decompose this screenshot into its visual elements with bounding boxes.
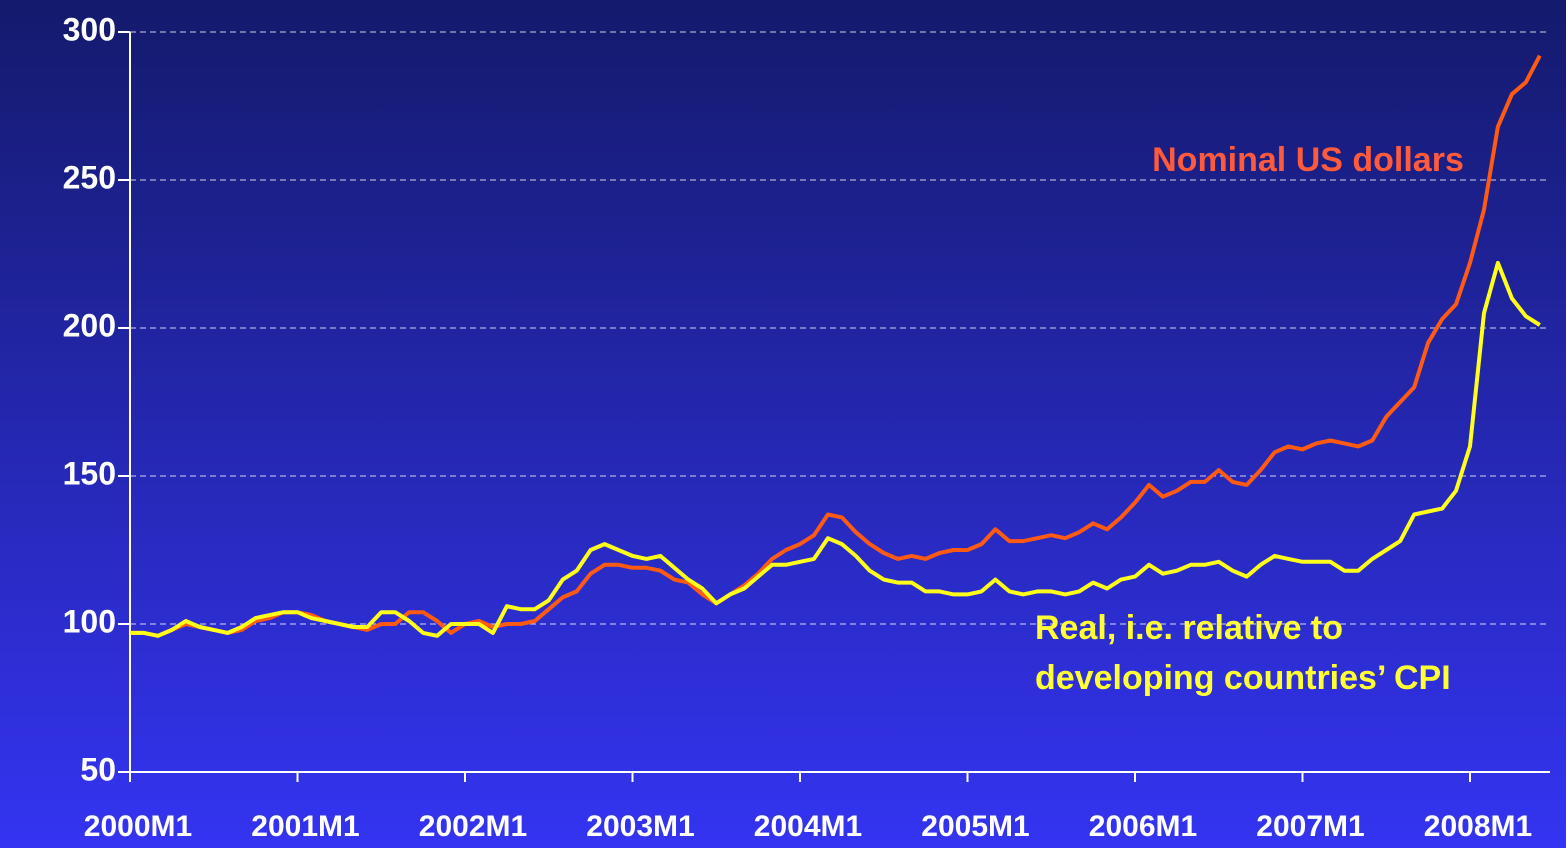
- x-tick-label: 2008M1: [1424, 810, 1532, 843]
- x-tick-label: 2002M1: [419, 810, 527, 843]
- x-tick-label: 2006M1: [1089, 810, 1197, 843]
- x-tick-label: 2001M1: [251, 810, 359, 843]
- x-tick-label: 2004M1: [754, 810, 862, 843]
- y-tick-label: 200: [63, 307, 116, 343]
- y-tick-label: 300: [63, 11, 116, 47]
- x-tick-label: 2000M1: [84, 810, 192, 843]
- x-tick-label: 2003M1: [586, 810, 694, 843]
- series-line: [130, 260, 1541, 638]
- annotation: Nominal US dollars: [1152, 141, 1464, 179]
- x-tick-label: 2007M1: [1256, 810, 1364, 843]
- y-tick-label: 250: [63, 159, 116, 195]
- y-tick-label: 100: [63, 603, 116, 639]
- annotation: developing countries’ CPI: [1035, 659, 1451, 697]
- y-tick-label: 150: [63, 455, 116, 491]
- x-tick-label: 2005M1: [921, 810, 1029, 843]
- y-tick-label: 50: [80, 751, 116, 787]
- series-line: [130, 54, 1542, 638]
- annotation: Real, i.e. relative to: [1035, 609, 1343, 647]
